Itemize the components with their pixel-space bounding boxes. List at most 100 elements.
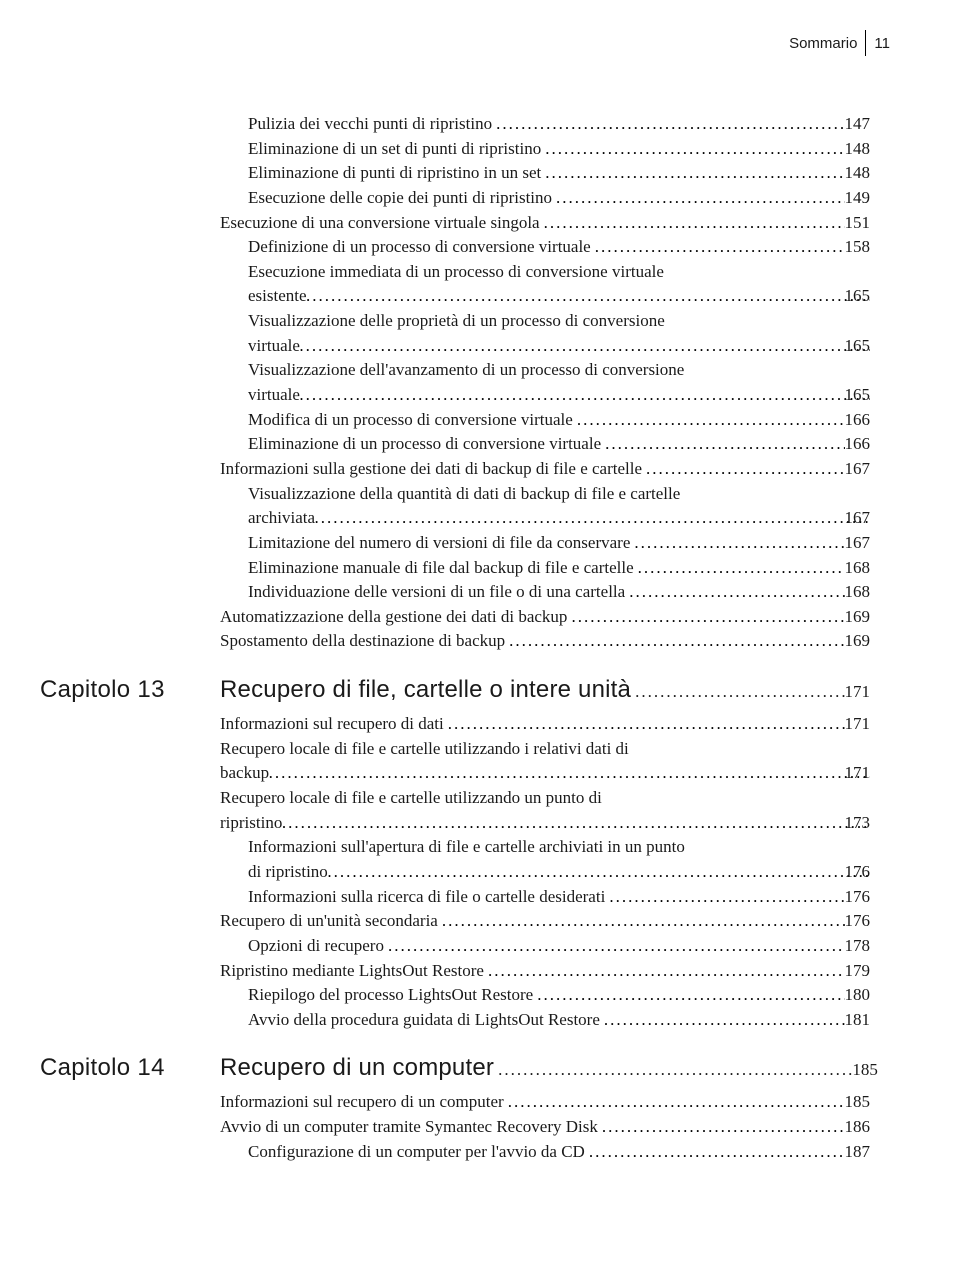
- toc-entry: archiviata..............................…: [220, 506, 870, 531]
- toc-entry: Eliminazione di punti di ripristino in u…: [220, 161, 870, 186]
- chapter-13-page: 171: [845, 682, 871, 702]
- toc-entry: Pulizia dei vecchi punti di ripristino..…: [220, 112, 870, 137]
- toc-entry: Opzioni di recupero.....................…: [220, 934, 870, 959]
- toc-title: Visualizzazione delle proprietà di un pr…: [248, 309, 665, 334]
- toc-title: Spostamento della destinazione di backup: [220, 629, 505, 654]
- toc-dots: ........................................…: [438, 909, 845, 934]
- toc-entry: Configurazione di un computer per l'avvi…: [220, 1140, 870, 1165]
- toc-entry: ripristino..............................…: [220, 811, 870, 836]
- toc-title: esistente: [290, 284, 307, 309]
- toc-page: 180: [845, 983, 871, 1008]
- toc-dots: ........................................…: [601, 432, 844, 457]
- toc-page: 151: [845, 211, 871, 236]
- toc-title: Eliminazione di un processo di conversio…: [248, 432, 601, 457]
- toc-dots: ........................................…: [630, 531, 844, 556]
- toc-page: 171: [845, 712, 871, 737]
- toc-entry: Recupero locale di file e cartelle utili…: [220, 737, 870, 762]
- toc-page: 179: [845, 959, 871, 984]
- toc-page: 169: [845, 605, 871, 630]
- toc-entry: Eliminazione di un set di punti di ripri…: [220, 137, 870, 162]
- toc-entry: Avvio della procedura guidata di LightsO…: [220, 1008, 870, 1033]
- toc-dots: ........................................…: [591, 235, 845, 260]
- toc-title: Esecuzione di una conversione virtuale s…: [220, 211, 540, 236]
- toc-entry: Informazioni sull'apertura di file e car…: [220, 835, 870, 860]
- toc-dots: ........................................…: [541, 137, 844, 162]
- chapter-14-row: Capitolo 14 Recupero di un computer ....…: [40, 1054, 890, 1082]
- toc-title: Informazioni sull'apertura di file e car…: [248, 835, 685, 860]
- toc-dots: ........................................…: [444, 712, 845, 737]
- toc-entry: Automatizzazione della gestione dei dati…: [220, 605, 870, 630]
- toc-title: Avvio di un computer tramite Symantec Re…: [220, 1115, 598, 1140]
- toc-dots: ........................................…: [494, 1060, 852, 1080]
- toc-title: Recupero locale di file e cartelle utili…: [220, 786, 602, 811]
- toc-entry: Recupero di un'unità secondaria.........…: [220, 909, 870, 934]
- toc-title: Informazioni sul recupero di un computer: [220, 1090, 504, 1115]
- toc-title: Individuazione delle versioni di un file…: [248, 580, 625, 605]
- toc-dots: ........................................…: [533, 983, 844, 1008]
- toc-entry: Individuazione delle versioni di un file…: [220, 580, 870, 605]
- toc-page: 176: [845, 885, 871, 910]
- toc-page: 166: [845, 432, 871, 457]
- toc-entry: Modifica di un processo di conversione v…: [220, 408, 870, 433]
- toc-dots: ........................................…: [625, 580, 844, 605]
- toc-entry: Visualizzazione dell'avanzamento di un p…: [220, 358, 870, 383]
- toc-page: 181: [845, 1008, 871, 1033]
- toc-title: backup: [262, 761, 269, 786]
- toc-page: 168: [845, 556, 871, 581]
- toc-entry: Esecuzione delle copie dei punti di ripr…: [220, 186, 870, 211]
- toc-page: 158: [845, 235, 871, 260]
- toc-title: Esecuzione immediata di un processo di c…: [248, 260, 664, 285]
- toc-title: virtuale: [290, 383, 300, 408]
- toc-dots: ........................................…: [642, 457, 844, 482]
- toc-entry: Esecuzione di una conversione virtuale s…: [220, 211, 870, 236]
- chapter-14-title: Recupero di un computer: [220, 1054, 494, 1082]
- toc-entry: Eliminazione di un processo di conversio…: [220, 432, 870, 457]
- chapter-13-label: Capitolo 13: [40, 676, 220, 704]
- toc-title: Modifica di un processo di conversione v…: [248, 408, 573, 433]
- toc-title: Opzioni di recupero: [248, 934, 384, 959]
- header-page-num: 11: [874, 35, 890, 52]
- toc-title: Pulizia dei vecchi punti di ripristino: [248, 112, 492, 137]
- toc-entry: backup..................................…: [220, 761, 870, 786]
- toc-entry: Eliminazione manuale di file dal backup …: [220, 556, 870, 581]
- toc-page: 148: [845, 161, 871, 186]
- toc-title: archiviata: [290, 506, 315, 531]
- toc-title: virtuale: [290, 334, 300, 359]
- toc-title: Riepilogo del processo LightsOut Restore: [248, 983, 533, 1008]
- toc-dots: ........................................…: [585, 1140, 845, 1165]
- toc-dots: ........................................…: [307, 284, 870, 309]
- toc-entry: Visualizzazione delle proprietà di un pr…: [220, 309, 870, 334]
- toc-dots: ........................................…: [484, 959, 845, 984]
- toc-title: Ripristino mediante LightsOut Restore: [220, 959, 484, 984]
- toc-dots: ........................................…: [504, 1090, 845, 1115]
- header-label: Sommario: [789, 35, 857, 52]
- toc-dots: ........................................…: [282, 811, 870, 836]
- chapter-14-label: Capitolo 14: [40, 1054, 220, 1082]
- toc-title: Eliminazione manuale di file dal backup …: [248, 556, 634, 581]
- toc-title: ripristino: [262, 811, 282, 836]
- toc-title: Avvio della procedura guidata di LightsO…: [248, 1008, 600, 1033]
- toc-dots: ........................................…: [598, 1115, 845, 1140]
- toc-entry: Spostamento della destinazione di backup…: [220, 629, 870, 654]
- toc-dots: ........................................…: [315, 506, 870, 531]
- toc-dots: ........................................…: [567, 605, 844, 630]
- toc-title: Configurazione di un computer per l'avvi…: [248, 1140, 585, 1165]
- toc-page: 166: [845, 408, 871, 433]
- toc-title: Eliminazione di punti di ripristino in u…: [248, 161, 541, 186]
- toc-entry: virtuale................................…: [220, 383, 870, 408]
- toc-page: 167: [845, 531, 871, 556]
- toc-title: Esecuzione delle copie dei punti di ripr…: [248, 186, 552, 211]
- toc-page: 169: [845, 629, 871, 654]
- toc-dots: ........................................…: [505, 629, 844, 654]
- toc-title: Informazioni sulla gestione dei dati di …: [220, 457, 642, 482]
- header-divider: [865, 30, 866, 56]
- toc-entry: Riepilogo del processo LightsOut Restore…: [220, 983, 870, 1008]
- toc-dots: ........................................…: [634, 556, 845, 581]
- toc-dots: ........................................…: [631, 682, 844, 702]
- toc-title: Recupero di un'unità secondaria: [220, 909, 438, 934]
- toc-title: Visualizzazione della quantità di dati d…: [248, 482, 680, 507]
- toc-dots: ........................................…: [300, 334, 870, 359]
- chapter-14-page: 185: [852, 1060, 878, 1080]
- toc-page: 185: [845, 1090, 871, 1115]
- toc-title: Eliminazione di un set di punti di ripri…: [248, 137, 541, 162]
